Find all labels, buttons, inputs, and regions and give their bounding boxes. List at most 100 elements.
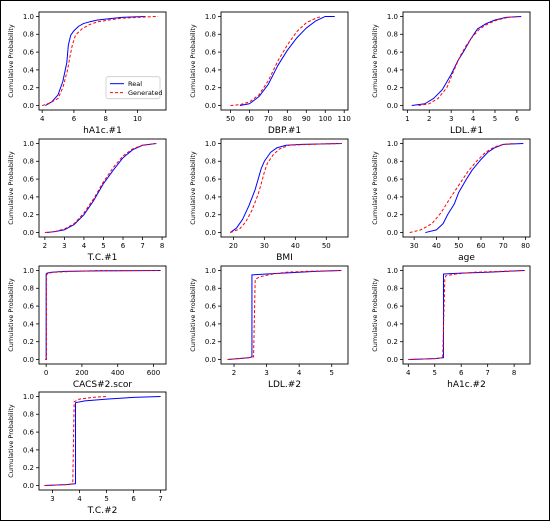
y-tick-label: 1.0 [23,140,34,148]
y-axis-label: Cumulative Probability [7,24,15,98]
x-tick-label: 4 [40,115,45,123]
subplot-ha1c-1: 0.0 0.2 0.4 0.6 0.8 1.0 4 6 8 10 hA1c.#1 Cumulative… [7,11,167,136]
y-tick-label: 0.0 [387,229,398,237]
y-tick-label: 0.4 [205,66,217,74]
x-tick-label: 30 [260,242,269,250]
y-tick-label: 0.6 [23,175,35,183]
axes-frame [220,11,349,111]
axes-frame [38,138,167,238]
y-tick-label: 0.4 [23,193,35,201]
axes-frame [38,265,167,365]
x-tick-label: 7 [140,242,144,250]
y-axis-label: Cumulative Probability [189,24,197,98]
y-tick-label: 0.0 [387,102,398,110]
x-tick-label: 7 [158,495,162,503]
y-tick-label: 0.2 [387,84,398,92]
series-line-generated [227,269,342,361]
series-line-real [229,142,342,233]
y-tick-label: 0.4 [387,66,399,74]
axes-frame [38,391,167,491]
y-tick-label: 0.6 [23,302,35,310]
y-tick-label: 0.0 [205,356,216,364]
y-tick-label: 0.2 [23,464,34,472]
series-line-real [45,15,146,106]
x-tick-label: 60 [245,115,254,123]
x-tick-label: 4 [297,369,302,377]
x-tick-label: 5 [433,369,437,377]
subplot-age: 0.0 0.2 0.4 0.6 0.8 1.0 30 40 50 60 70 80 age Cumulat… [371,138,531,263]
x-tick-label: 7 [485,369,489,377]
y-axis-label: Cumulative Probability [189,278,197,352]
x-tick-label: 80 [283,115,292,123]
x-tick-label: 5 [101,242,105,250]
x-tick-label: 6 [121,242,126,250]
y-tick-label: 0.2 [205,338,216,346]
y-tick-label: 0.6 [205,175,217,183]
y-tick-label: 0.6 [387,175,399,183]
y-tick-label: 1.0 [387,13,398,21]
y-tick-label: 1.0 [205,140,216,148]
x-tick-label: 8 [160,242,164,250]
y-tick-label: 1.0 [387,267,398,275]
series-line-generated [45,269,161,361]
series-line-generated [409,142,515,234]
x-axis-label: T.C.#1 [87,253,118,263]
y-tick-label: 0.8 [205,285,216,293]
y-tick-label: 0.4 [23,66,35,74]
x-tick-label: 10 [133,115,142,123]
y-tick-label: 0.6 [205,302,217,310]
y-tick-label: 0.4 [387,320,399,328]
x-tick-label: 2 [43,242,47,250]
x-tick-label: 2 [427,115,431,123]
series-line-real [46,142,157,234]
subplot-ha1c-2: 0.0 0.2 0.4 0.6 0.8 1.0 4 5 6 7 8 hA1c.#2 Cumulative… [371,265,531,390]
x-axis-label: age [458,253,475,263]
y-tick-label: 1.0 [387,140,398,148]
x-axis-label: DBP.#1 [268,126,301,136]
subplot-bmi: 0.0 0.2 0.4 0.6 0.8 1.0 20 30 40 50 BMI Cumulative … [189,138,349,263]
series-line-generated [230,15,322,107]
y-tick-label: 0.8 [23,285,34,293]
y-tick-label: 0.6 [387,48,399,56]
y-tick-label: 1.0 [23,13,34,21]
y-tick-label: 0.8 [23,31,34,39]
x-tick-label: 4 [82,242,87,250]
x-axis-label: LDL.#2 [268,380,301,390]
subplot-ldl-1: 0.0 0.2 0.4 0.6 0.8 1.0 1 2 3 4 5 6 LDL.#1 Cumulative… [371,11,531,136]
y-tick-label: 0.4 [205,320,217,328]
x-tick-label: 2 [232,369,236,377]
x-tick-label: 100 [319,115,332,123]
x-tick-label: 90 [302,115,311,123]
x-tick-label: 6 [515,115,520,123]
y-tick-label: 0.2 [205,211,216,219]
legend-frame [105,76,161,100]
y-tick-label: 0.6 [205,48,217,56]
x-tick-label: 4 [77,495,82,503]
x-axis-label: BMI [276,253,293,263]
y-tick-label: 1.0 [23,267,34,275]
series-line-real [411,15,522,107]
y-tick-label: 0.0 [23,482,34,490]
x-axis-label: LDL.#1 [450,126,483,136]
y-tick-label: 0.4 [387,193,399,201]
y-tick-label: 0.2 [23,338,34,346]
x-tick-label: 6 [459,369,464,377]
x-tick-label: 50 [454,242,463,250]
x-tick-label: 30 [410,242,419,250]
y-tick-label: 0.4 [23,320,35,328]
y-tick-label: 0.4 [205,193,217,201]
y-axis-label: Cumulative Probability [371,278,379,352]
x-tick-label: 4 [471,115,476,123]
x-tick-label: 5 [329,369,333,377]
y-tick-label: 0.0 [23,229,34,237]
y-tick-label: 0.4 [23,446,35,454]
y-tick-label: 0.2 [23,84,34,92]
series-line-generated [408,269,525,361]
x-tick-label: 400 [111,369,124,377]
x-axis-label: hA1c.#1 [83,126,122,136]
axes-frame [402,138,531,238]
y-tick-label: 0.8 [23,411,34,419]
y-tick-label: 1.0 [23,393,34,401]
series-line-generated [44,395,107,487]
